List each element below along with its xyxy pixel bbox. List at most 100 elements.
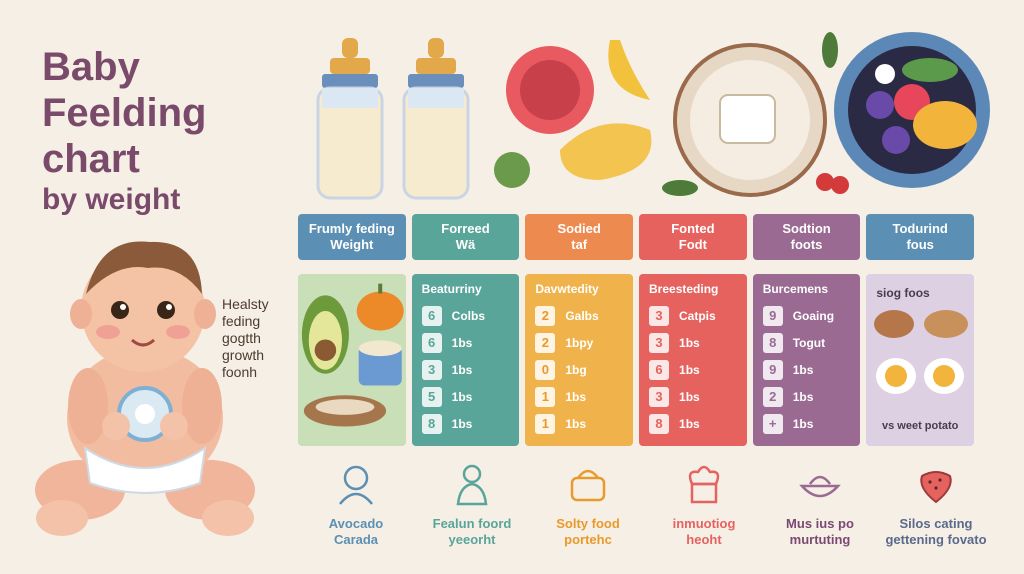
column-header-line2: Fodt <box>678 237 707 252</box>
feeding-card: Breesteding 3 Catpis 3 1bs 6 1bs 3 1bs 8 1bs <box>639 274 747 446</box>
title-line-3: chart <box>42 137 140 181</box>
column-header-line1: Todurind <box>892 221 948 236</box>
bottom-item-line1: Mus ius po <box>786 516 854 531</box>
row-unit: Galbs <box>565 308 599 323</box>
row-number: 6 <box>421 305 442 326</box>
column-header-line1: Frumly feding <box>308 221 395 236</box>
row-number: 1 <box>535 386 556 407</box>
title-line-2: Feelding <box>42 91 207 135</box>
column-header: Fonted Fodt <box>639 214 747 260</box>
card-row: 1 1bs <box>525 410 633 437</box>
card-title: siog foos <box>876 286 930 300</box>
card-row: 8 Togut <box>753 329 861 356</box>
row-unit: 1bs <box>679 416 700 431</box>
row-unit: Catpis <box>679 308 716 323</box>
bottom-item-label: Solty food portehc <box>530 516 646 548</box>
card-row: 2 1bpy <box>525 329 633 356</box>
column-header-line2: taf <box>571 237 588 252</box>
card-title: Beaturriny <box>421 282 482 296</box>
row-number: 3 <box>649 305 670 326</box>
bottom-item-line2: heoht <box>686 532 722 547</box>
strawberry-icon <box>878 456 994 512</box>
row-number: 1 <box>535 413 556 434</box>
bottom-item: Silos cating gettening fovato <box>878 456 994 556</box>
row-unit: 1bs <box>565 416 587 431</box>
bottom-item-line1: Solty food <box>556 516 620 531</box>
column-header-line1: Forreed <box>441 221 490 236</box>
column-header-line2: Wä <box>455 237 476 252</box>
side-note-line: Healsty <box>222 296 269 312</box>
card-row: 2 1bs <box>753 383 861 410</box>
feeding-card: Davwtedity 2 Galbs 2 1bpy 0 1bg 1 1bs 1 1bs <box>525 274 634 446</box>
row-number: 6 <box>649 359 670 380</box>
bottom-item-label: Avocado Carada <box>298 516 414 548</box>
row-number: 3 <box>649 386 670 407</box>
bottom-item-line2: gettening fovato <box>885 532 987 547</box>
card-row: 9 Goaing <box>753 302 861 329</box>
bottom-item-label: Silos cating gettening fovato <box>878 516 994 548</box>
row-unit: 1bs <box>792 389 814 404</box>
row-number: 2 <box>535 305 556 326</box>
baby-bottle-illustration <box>402 38 470 200</box>
bowl-icon <box>762 456 878 512</box>
title-line-1: Baby <box>42 45 140 89</box>
column-header-line2: foots <box>790 237 823 252</box>
card-row: 6 1bs <box>639 356 747 383</box>
side-note-line: feding <box>222 313 261 329</box>
card-title: Breesteding <box>649 282 719 296</box>
bottom-item-label: inmuotiog heoht <box>646 516 762 548</box>
bottom-item-line2: murtuting <box>789 532 851 547</box>
row-unit: 1bs <box>792 362 814 377</box>
bottom-item-label: Fealun foord yeeorht <box>414 516 530 548</box>
row-number: 0 <box>535 359 556 380</box>
card-row: 8 1bs <box>639 410 747 437</box>
bottom-item-line1: inmuotiog <box>672 516 736 531</box>
card-row: 6 1bs <box>412 329 520 356</box>
card-row: 8 1bs <box>412 410 520 437</box>
card-row: 3 Catpis <box>639 302 747 329</box>
row-unit: 1bs <box>679 335 700 350</box>
column-header: Frumly feding Weight <box>298 214 406 260</box>
row-number: + <box>762 413 783 434</box>
row-unit: 1bs <box>451 362 473 377</box>
row-unit: 1bs <box>451 416 473 431</box>
bottom-item: inmuotiog heoht <box>646 456 762 556</box>
row-unit: 1bs <box>565 389 587 404</box>
side-note-line: gogtth <box>222 330 261 346</box>
card-row: 3 1bs <box>412 356 520 383</box>
side-note: Healsty feding gogtth growth foonh <box>222 296 302 381</box>
column-header-line1: Sodtion <box>782 221 831 236</box>
bottom-icon-row: Avocado Carada Fealun foord yeeorht Solt… <box>298 456 998 556</box>
baby-face-icon <box>298 456 414 512</box>
row-unit: Colbs <box>451 308 486 323</box>
chef-hat-icon <box>646 456 762 512</box>
row-unit: 1bs <box>451 389 473 404</box>
column-header-line1: Fonted <box>671 221 715 236</box>
basket-icon <box>530 456 646 512</box>
row-unit: 1bpy <box>565 335 594 350</box>
row-number: 9 <box>762 359 783 380</box>
row-unit: 1bg <box>565 362 587 377</box>
row-number: 8 <box>649 413 670 434</box>
side-note-line: foonh <box>222 364 258 380</box>
bottom-item-line1: Silos cating <box>899 516 973 531</box>
bottom-item-label: Mus ius po murtuting <box>762 516 878 548</box>
row-number: 2 <box>762 386 783 407</box>
card-bottom-label: vs weet potato <box>881 420 959 432</box>
bottom-item: Mus ius po murtuting <box>762 456 878 556</box>
row-number: 9 <box>762 305 783 326</box>
card-row: 5 1bs <box>412 383 520 410</box>
card-title: Burcemens <box>762 282 829 296</box>
row-unit: Goaing <box>792 308 835 323</box>
row-unit: Togut <box>792 335 826 350</box>
bottom-item-line2: Carada <box>333 532 379 547</box>
food-image-card <box>298 274 406 446</box>
card-row: 2 Galbs <box>525 302 633 329</box>
sweet-potato-egg-illustration <box>874 310 969 394</box>
row-unit: 1bs <box>679 362 700 377</box>
column-header: Forreed Wä <box>411 214 520 260</box>
feeding-card: Burcemens 9 Goaing 8 Togut 9 1bs 2 1bs +1bs <box>752 274 861 446</box>
feeding-card: Beaturriny 6 Colbs 6 1bs 3 1bs 5 1bs 8 1bs <box>411 274 520 446</box>
bottom-item-line1: Fealun foord <box>432 516 512 531</box>
side-note-line: growth <box>222 347 265 363</box>
